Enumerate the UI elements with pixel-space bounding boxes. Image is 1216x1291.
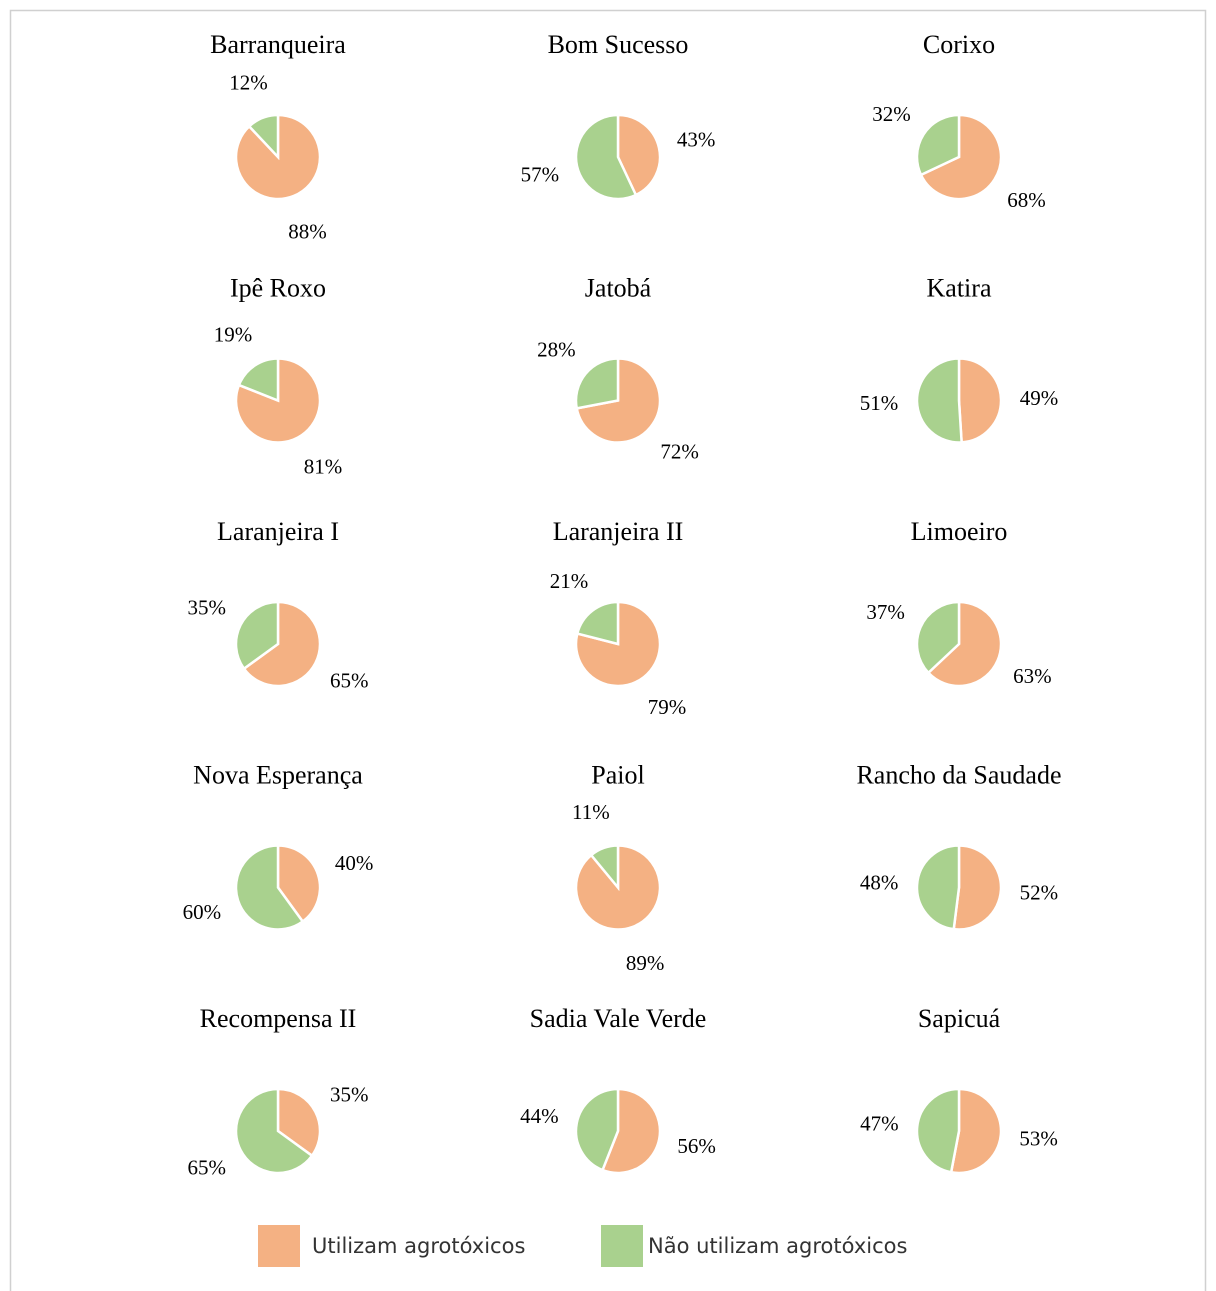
pie-slice: [234, 844, 305, 931]
pie-slice: [919, 113, 1003, 201]
data-label: 65%: [330, 668, 369, 692]
data-label: 88%: [288, 219, 327, 243]
pie-slice: [242, 600, 322, 688]
legend-swatch: [601, 1225, 643, 1267]
data-label: 57%: [521, 162, 560, 186]
data-label: 28%: [537, 338, 576, 362]
pie-title: Ipê Roxo: [230, 274, 326, 303]
data-label: 63%: [1013, 664, 1052, 688]
pie-slice: [574, 357, 620, 410]
data-label: 53%: [1019, 1127, 1058, 1151]
pie-title: Limoeiro: [911, 517, 1008, 546]
data-label: 56%: [677, 1134, 716, 1158]
pie-slice: [237, 357, 280, 403]
pie-slice: [574, 1087, 620, 1172]
pie-title: Bom Sucesso: [548, 30, 689, 59]
data-label: 65%: [187, 1155, 226, 1179]
data-label: 32%: [872, 102, 911, 126]
data-label: 37%: [866, 600, 905, 624]
pie-title: Sapicuá: [918, 1004, 1001, 1033]
pie-slice: [575, 600, 620, 646]
pie-title: Sadia Vale Verde: [530, 1004, 707, 1033]
pie-slice: [949, 1087, 1003, 1175]
pie-title: Recompensa II: [200, 1004, 357, 1033]
data-label: 47%: [860, 1111, 899, 1135]
pie-slice: [276, 844, 322, 924]
pie-slice: [234, 1087, 314, 1175]
pie-title: Katira: [927, 274, 992, 303]
pie-title: Laranjeira II: [553, 517, 684, 546]
data-label: 79%: [648, 695, 687, 719]
pie-slice: [247, 113, 280, 161]
pie-title: Rancho da Saudade: [856, 761, 1061, 790]
data-label: 12%: [229, 71, 268, 95]
pie-title: Jatobá: [585, 274, 652, 303]
pie-title: Corixo: [923, 30, 995, 59]
data-label: 48%: [860, 870, 899, 894]
data-label: 35%: [330, 1083, 369, 1107]
legend-label: Não utilizam agrotóxicos: [648, 1234, 907, 1258]
pie-title: Barranqueira: [210, 30, 346, 59]
pie-slice: [234, 357, 322, 444]
pie-slice: [926, 600, 1003, 688]
data-label: 35%: [187, 596, 226, 620]
data-label: 44%: [520, 1104, 559, 1128]
data-label: 60%: [183, 900, 222, 924]
pie-slice: [589, 844, 620, 891]
pie-title: Paiol: [591, 761, 644, 790]
pie-slice: [915, 600, 961, 675]
pie-slice: [600, 1087, 662, 1175]
data-label: 81%: [304, 455, 343, 479]
pie-slice: [915, 844, 961, 931]
data-label: 11%: [572, 800, 610, 824]
pie-title: Nova Esperança: [193, 761, 363, 790]
pie-slice: [616, 113, 662, 197]
data-label: 19%: [214, 322, 253, 346]
legend-swatch: [258, 1225, 300, 1267]
pie-title: Laranjeira I: [217, 517, 339, 546]
pie-slice: [574, 600, 662, 688]
data-label: 51%: [860, 391, 899, 415]
data-label: 89%: [626, 951, 665, 975]
pie-slice: [915, 1087, 961, 1174]
pie-slice: [952, 844, 1003, 931]
pie-slice: [915, 113, 961, 177]
frame: [9, 9, 1207, 1291]
data-label: 40%: [335, 851, 374, 875]
data-label: 43%: [677, 128, 716, 152]
data-label: 21%: [550, 569, 589, 593]
data-label: 52%: [1020, 881, 1059, 905]
pie-slice: [915, 357, 963, 444]
data-label: 72%: [660, 439, 699, 463]
pie-slice: [574, 113, 638, 201]
pie-slice: [957, 357, 1003, 444]
pie-slice: [276, 1087, 322, 1158]
data-label: 68%: [1007, 188, 1046, 212]
data-label: 49%: [1020, 386, 1059, 410]
pie-slice: [234, 600, 280, 671]
legend-label: Utilizam agrotóxicos: [312, 1234, 525, 1258]
